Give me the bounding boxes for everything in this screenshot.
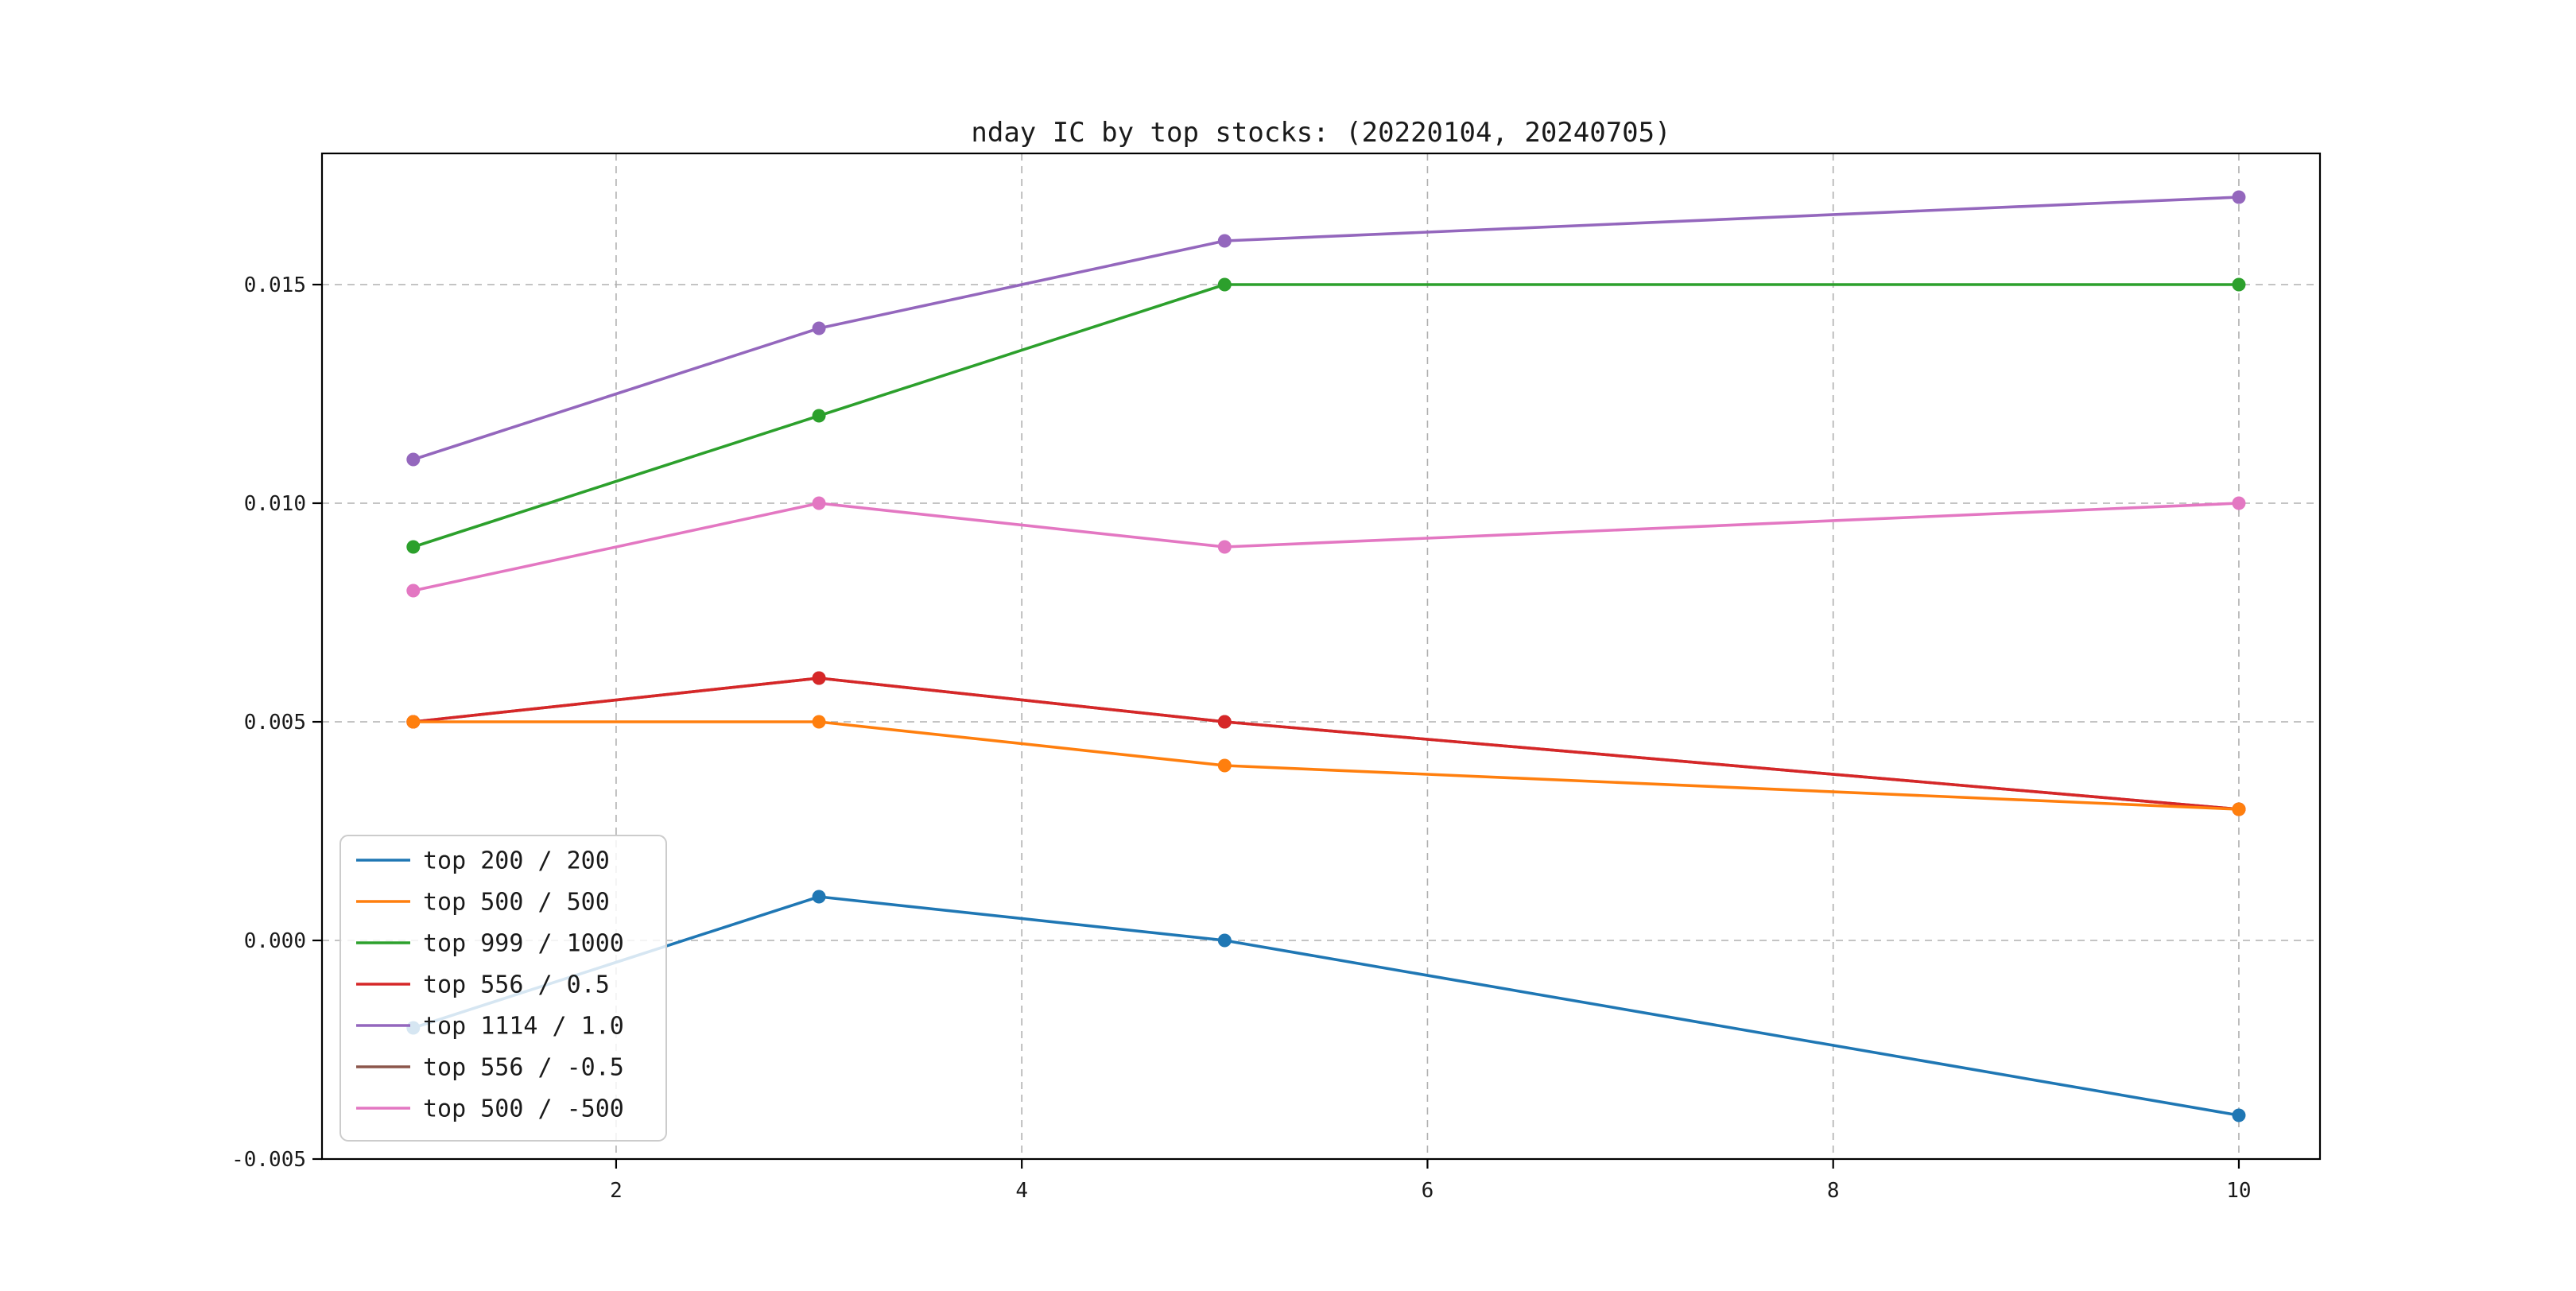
data-point-marker xyxy=(812,496,826,510)
x-tick-label: 10 xyxy=(2226,1179,2251,1203)
x-tick-label: 2 xyxy=(610,1179,623,1203)
series-group xyxy=(406,190,2246,1122)
y-tick-label: 0.015 xyxy=(244,273,306,297)
data-point-marker xyxy=(406,715,421,729)
data-point-marker xyxy=(812,671,826,685)
legend-label: top 1114 / 1.0 xyxy=(423,1013,624,1041)
series-line xyxy=(412,895,2240,1117)
series-3 xyxy=(406,671,2246,816)
data-point-marker xyxy=(2232,802,2246,816)
legend-item-3: top 556 / 0.5 xyxy=(356,971,610,999)
y-tick-label: 0.005 xyxy=(244,711,306,735)
x-tick-label: 8 xyxy=(1827,1179,1840,1203)
series-line xyxy=(412,502,2240,592)
legend-item-0: top 200 / 200 xyxy=(356,847,610,875)
data-point-marker xyxy=(1217,933,1232,948)
legend-label: top 200 / 200 xyxy=(423,847,610,875)
legend-item-4: top 1114 / 1.0 xyxy=(356,1013,624,1041)
series-1 xyxy=(406,715,2246,816)
series-line xyxy=(412,283,2240,549)
chart-title: nday IC by top stocks: (20220104, 202407… xyxy=(971,117,1670,149)
data-point-marker xyxy=(406,540,421,554)
data-point-marker xyxy=(406,583,421,598)
data-point-marker xyxy=(812,321,826,335)
y-tick-label: -0.005 xyxy=(231,1148,306,1172)
axis-ticks: 2 4 6 8 10 -0.005 0.000 0.005 0.010 0.015 xyxy=(231,273,2252,1203)
data-point-marker xyxy=(1217,715,1232,729)
legend: top 200 / 200 top 500 / 500 top 999 / 1000… xyxy=(339,835,667,1142)
legend-label: top 556 / 0.5 xyxy=(423,971,610,999)
y-tick-label: 0.000 xyxy=(244,929,306,953)
legend-label: top 500 / -500 xyxy=(423,1095,624,1123)
data-point-marker xyxy=(1217,277,1232,292)
legend-item-2: top 999 / 1000 xyxy=(356,930,624,958)
x-tick-label: 4 xyxy=(1015,1179,1028,1203)
series-6 xyxy=(406,496,2246,598)
y-tick-label: 0.010 xyxy=(244,492,306,516)
data-point-marker xyxy=(812,715,826,729)
data-point-marker xyxy=(2232,190,2246,204)
legend-item-1: top 500 / 500 xyxy=(356,889,610,917)
data-point-marker xyxy=(2232,277,2246,292)
data-point-marker xyxy=(1217,540,1232,554)
legend-label: top 500 / 500 xyxy=(423,889,610,917)
x-tick-label: 6 xyxy=(1422,1179,1434,1203)
data-point-marker xyxy=(2232,496,2246,510)
series-0 xyxy=(406,890,2246,1122)
data-point-marker xyxy=(1217,234,1232,248)
legend-label: top 999 / 1000 xyxy=(423,930,624,958)
series-4 xyxy=(406,190,2246,467)
data-point-marker xyxy=(812,409,826,423)
legend-label: top 556 / -0.5 xyxy=(423,1054,624,1082)
series-line xyxy=(412,196,2240,461)
series-line xyxy=(412,720,2240,811)
data-point-marker xyxy=(812,890,826,904)
data-point-marker xyxy=(2232,1108,2246,1122)
axes-border xyxy=(320,152,2322,1161)
legend-item-6: top 500 / -500 xyxy=(356,1095,624,1123)
data-point-marker xyxy=(406,452,421,467)
series-line xyxy=(412,677,2240,811)
series-2 xyxy=(406,277,2246,554)
series-line xyxy=(412,677,2240,811)
data-point-marker xyxy=(1217,758,1232,773)
legend-item-5: top 556 / -0.5 xyxy=(356,1054,624,1082)
legend-frame xyxy=(339,835,667,1142)
